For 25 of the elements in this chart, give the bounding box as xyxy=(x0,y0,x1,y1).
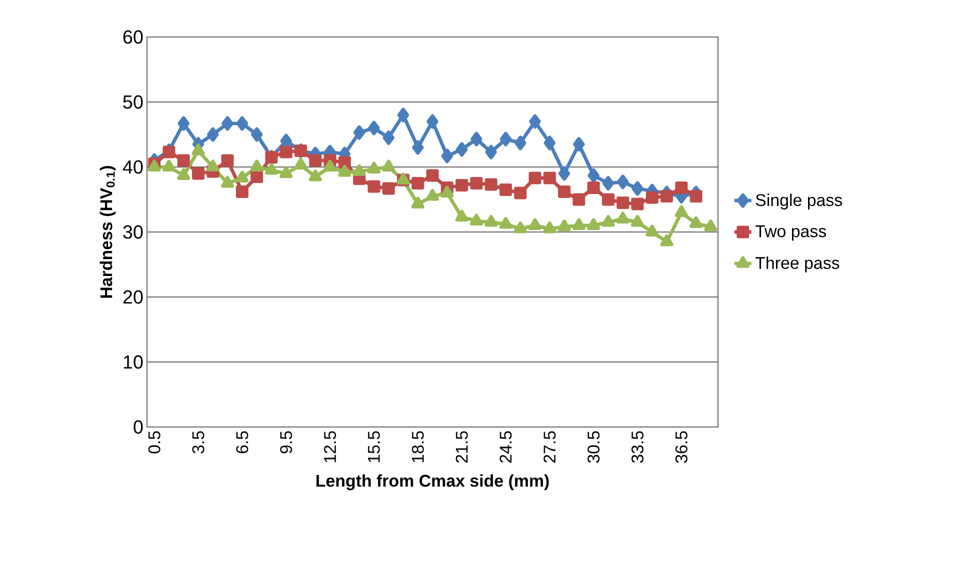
legend-label: Two pass xyxy=(755,225,826,241)
y-tick-label: 40 xyxy=(122,160,143,174)
y-tick-label: 20 xyxy=(123,290,143,304)
legend-label: Single pass xyxy=(756,194,842,210)
x-tick-label: 24.5 xyxy=(500,431,512,463)
y-tick-label: 50 xyxy=(123,95,143,109)
x-tick-label: 12.5 xyxy=(324,431,336,462)
x-tick-label: 0.5 xyxy=(148,431,160,454)
legend-label: Three pass xyxy=(755,256,840,272)
y-tick-label: 60 xyxy=(123,30,143,44)
y-axis-title: Hardness (HV$_{0.1}$) xyxy=(100,166,116,298)
x-tick-label: 6.5 xyxy=(236,431,248,454)
x-tick-label: 33.5 xyxy=(631,431,644,463)
x-tick-label: 9.5 xyxy=(280,431,292,454)
x-tick-label: 21.5 xyxy=(456,431,468,463)
y-tick-label: 30 xyxy=(123,225,143,239)
x-tick-label: 27.5 xyxy=(544,431,556,463)
y-tick-label: 0 xyxy=(134,420,143,434)
y-tick-label: 10 xyxy=(124,355,143,369)
x-tick-label: 15.5 xyxy=(368,431,380,462)
x-tick-label: 36.5 xyxy=(675,431,688,463)
x-tick-label: 3.5 xyxy=(192,431,204,454)
x-tick-label: 18.5 xyxy=(412,431,424,462)
x-axis-title: Length from Cmax side (mm) xyxy=(316,474,549,490)
x-tick-label: 30.5 xyxy=(588,431,600,463)
